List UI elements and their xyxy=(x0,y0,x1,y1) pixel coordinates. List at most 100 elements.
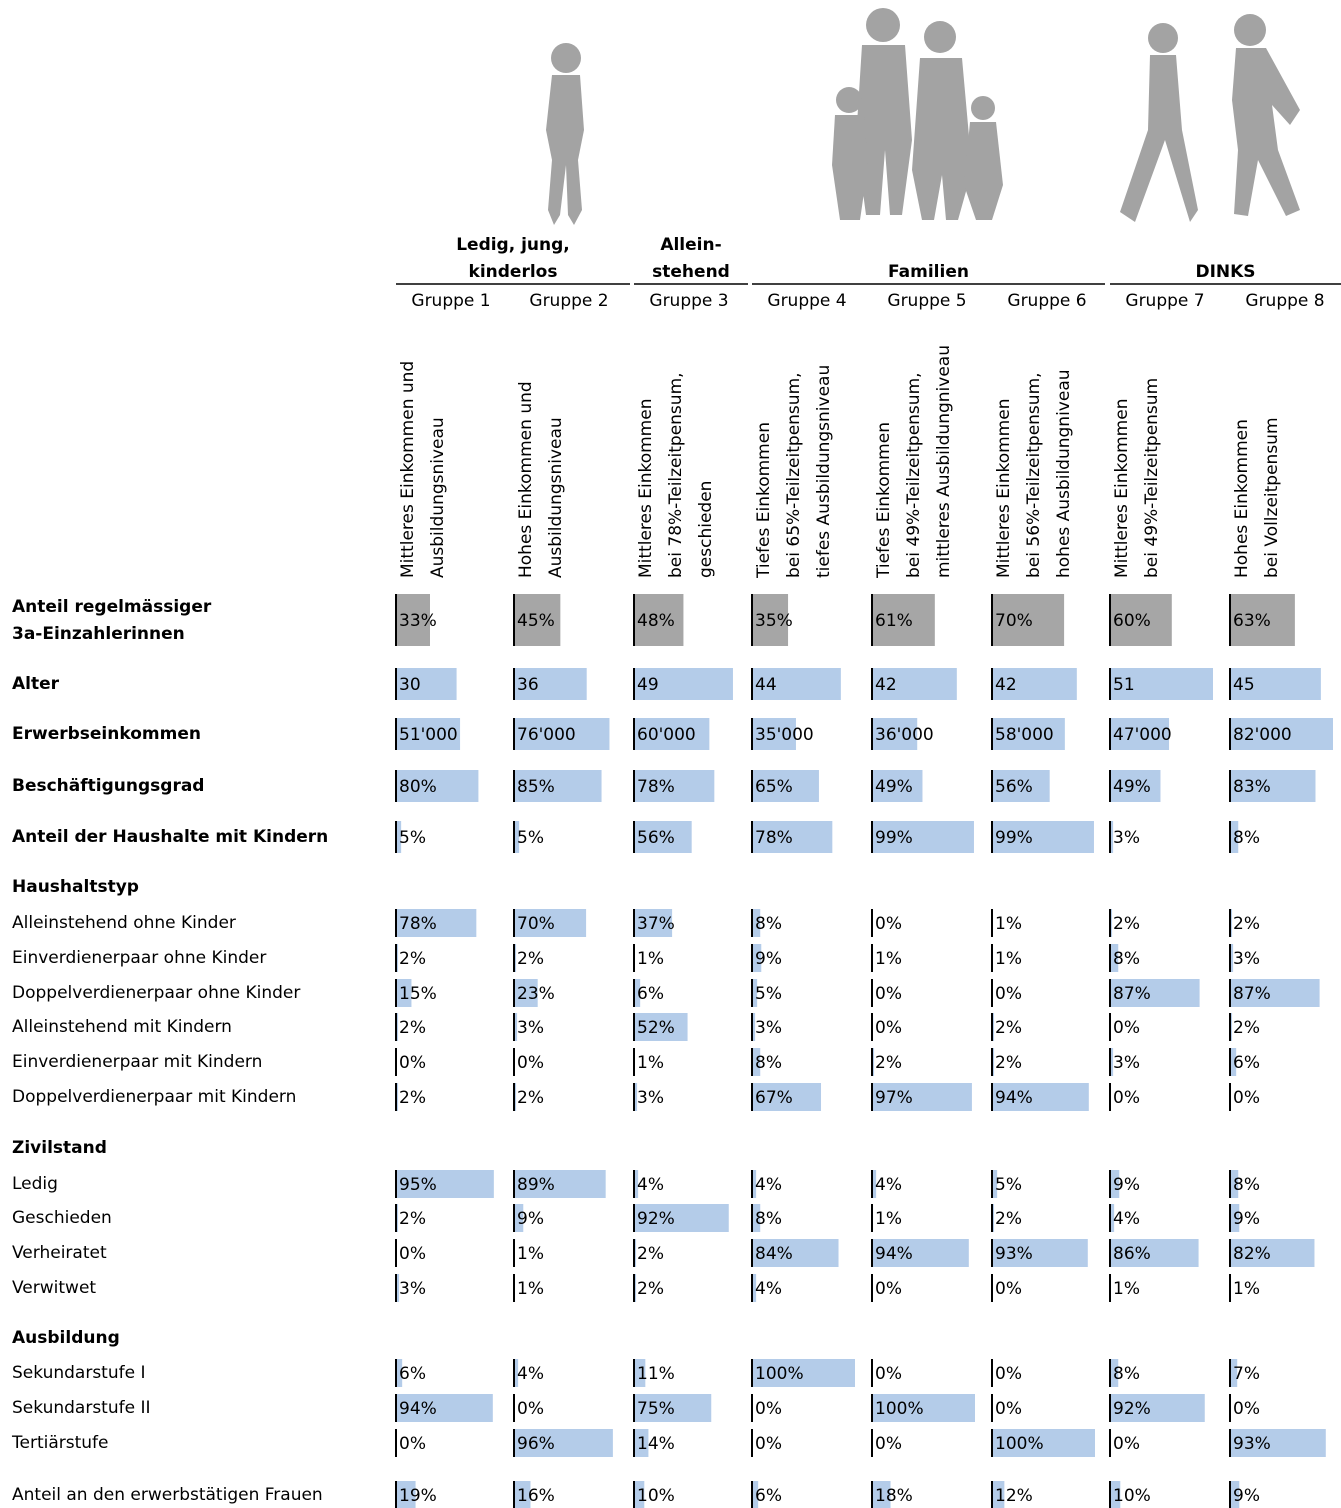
value-label: 1% xyxy=(875,1209,902,1229)
value-label: 0% xyxy=(517,1399,544,1419)
profile-table: Ledig, jung,kinderlosAllein-stehendFamil… xyxy=(0,0,1341,1508)
group-description: Mittleres Einkommen xyxy=(994,399,1014,578)
value-label: 4% xyxy=(755,1279,782,1299)
value-label: 82'000 xyxy=(1233,725,1292,745)
page: Ledig, jung,kinderlosAllein-stehendFamil… xyxy=(0,0,1341,1508)
value-label: 10% xyxy=(1113,1486,1151,1506)
value-label: 8% xyxy=(755,1209,782,1229)
value-label: 87% xyxy=(1233,984,1271,1004)
value-label: 9% xyxy=(1233,1209,1260,1229)
value-label: 6% xyxy=(1233,1053,1260,1073)
section-heading: Zivilstand xyxy=(12,1138,107,1158)
value-label: 7% xyxy=(1233,1364,1260,1384)
value-label: 0% xyxy=(399,1053,426,1073)
value-label: 2% xyxy=(637,1244,664,1264)
value-label: 60'000 xyxy=(637,725,696,745)
value-label: 2% xyxy=(517,1088,544,1108)
value-label: 5% xyxy=(399,828,426,848)
value-label: 4% xyxy=(1113,1209,1140,1229)
value-label: 19% xyxy=(399,1486,437,1506)
value-label: 14% xyxy=(637,1434,675,1454)
section-heading: Haushaltstyp xyxy=(12,877,139,897)
value-label: 47'000 xyxy=(1113,725,1172,745)
group-name: Gruppe 3 xyxy=(649,291,728,311)
value-label: 1% xyxy=(637,1053,664,1073)
value-label: 8% xyxy=(1233,828,1260,848)
value-label: 45% xyxy=(517,611,555,631)
row-label: Doppelverdienerpaar mit Kindern xyxy=(12,1087,296,1107)
value-label: 0% xyxy=(875,1434,902,1454)
value-label: 3% xyxy=(1113,828,1140,848)
value-label: 42 xyxy=(875,675,897,695)
value-label: 16% xyxy=(517,1486,555,1506)
value-label: 0% xyxy=(995,1399,1022,1419)
group-name: Gruppe 1 xyxy=(411,291,490,311)
value-label: 67% xyxy=(755,1088,793,1108)
row-label: Erwerbseinkommen xyxy=(12,724,201,744)
value-label: 80% xyxy=(399,777,437,797)
value-label: 4% xyxy=(875,1175,902,1195)
value-label: 2% xyxy=(399,1209,426,1229)
segment-label: stehend xyxy=(652,262,730,282)
value-label: 8% xyxy=(1113,1364,1140,1384)
value-label: 82% xyxy=(1233,1244,1271,1264)
value-label: 49% xyxy=(875,777,913,797)
value-label: 18% xyxy=(875,1486,913,1506)
row-label: Sekundarstufe II xyxy=(12,1398,151,1418)
group-description: Mittleres Einkommen xyxy=(1112,399,1132,578)
group-description: Hohes Einkommen und xyxy=(516,381,536,578)
row-label: Einverdienerpaar ohne Kinder xyxy=(12,948,266,968)
value-label: 92% xyxy=(637,1209,675,1229)
value-label: 70% xyxy=(995,611,1033,631)
value-label: 94% xyxy=(995,1088,1033,1108)
value-label: 0% xyxy=(875,984,902,1004)
value-label: 99% xyxy=(995,828,1033,848)
value-label: 49 xyxy=(637,675,659,695)
value-label: 61% xyxy=(875,611,913,631)
value-label: 49% xyxy=(1113,777,1151,797)
group-name: Gruppe 6 xyxy=(1007,291,1086,311)
value-label: 0% xyxy=(995,1364,1022,1384)
value-label: 2% xyxy=(399,1018,426,1038)
value-label: 3% xyxy=(637,1088,664,1108)
value-label: 0% xyxy=(995,984,1022,1004)
value-label: 12% xyxy=(995,1486,1033,1506)
value-label: 35% xyxy=(755,611,793,631)
value-label: 0% xyxy=(755,1399,782,1419)
value-label: 84% xyxy=(755,1244,793,1264)
value-label: 1% xyxy=(875,949,902,969)
group-description: Mittleres Einkommen xyxy=(636,399,656,578)
value-label: 37% xyxy=(637,914,675,934)
value-label: 100% xyxy=(995,1434,1044,1454)
value-label: 78% xyxy=(637,777,675,797)
value-label: 2% xyxy=(517,949,544,969)
silhouettes xyxy=(546,8,1300,225)
value-label: 95% xyxy=(399,1175,437,1195)
value-label: 1% xyxy=(995,914,1022,934)
group-description: bei 65%-Teilzeitpensum, xyxy=(784,372,804,578)
value-label: 1% xyxy=(1233,1279,1260,1299)
value-label: 23% xyxy=(517,984,555,1004)
group-description: bei 49%-Teilzeitpensum, xyxy=(904,372,924,578)
value-label: 0% xyxy=(1233,1399,1260,1419)
group-description: bei 49%-Teilzeitpensum xyxy=(1142,378,1162,578)
group-description: Ausbildungsniveau xyxy=(546,417,566,578)
value-label: 2% xyxy=(875,1053,902,1073)
value-label: 11% xyxy=(637,1364,675,1384)
group-name: Gruppe 2 xyxy=(529,291,608,311)
value-label: 92% xyxy=(1113,1399,1151,1419)
segment-label: Familien xyxy=(888,262,969,282)
value-label: 36'000 xyxy=(875,725,934,745)
value-label: 33% xyxy=(399,611,437,631)
value-label: 1% xyxy=(517,1244,544,1264)
section-heading: Ausbildung xyxy=(12,1328,120,1348)
value-label: 3% xyxy=(517,1018,544,1038)
group-description: mittleres Ausbildungniveau xyxy=(934,345,954,578)
value-label: 0% xyxy=(875,914,902,934)
value-label: 9% xyxy=(517,1209,544,1229)
row-label: Anteil an den erwerbstätigen Frauen xyxy=(12,1485,323,1505)
value-label: 5% xyxy=(755,984,782,1004)
value-label: 52% xyxy=(637,1018,675,1038)
value-label: 56% xyxy=(995,777,1033,797)
group-name: Gruppe 5 xyxy=(887,291,966,311)
